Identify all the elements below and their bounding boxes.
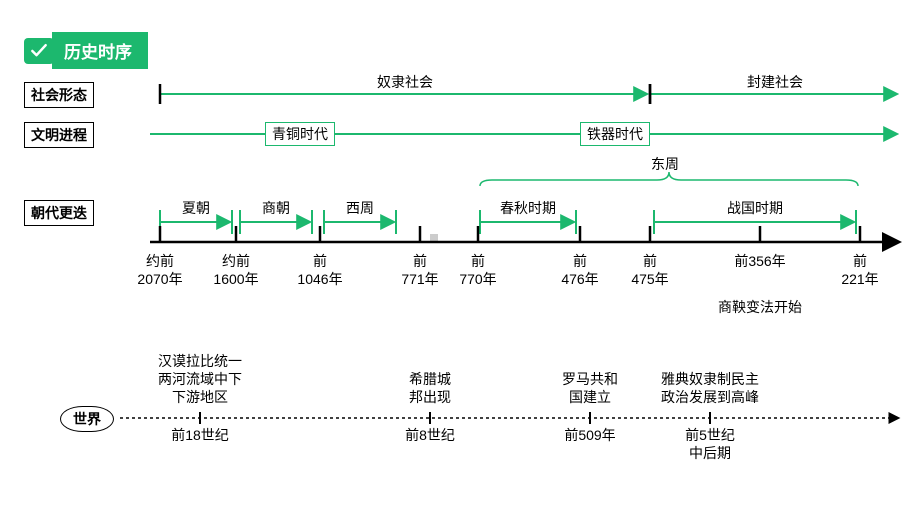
world-event-date: 前8世纪 xyxy=(405,426,455,444)
social-segment-label: 封建社会 xyxy=(747,72,803,92)
world-event-top: 罗马共和国建立 xyxy=(562,370,618,406)
row-label-social: 社会形态 xyxy=(24,82,94,108)
axis-date: 前475年 xyxy=(631,252,668,288)
world-event-top: 雅典奴隶制民主政治发展到高峰 xyxy=(661,370,759,406)
row-label-civilization: 文明进程 xyxy=(24,122,94,148)
axis-date: 前770年 xyxy=(459,252,496,288)
page-title: 历史时序 xyxy=(52,32,148,69)
title-badge: 历史时序 xyxy=(24,32,148,69)
axis-date: 前771年 xyxy=(401,252,438,288)
world-event-date: 前18世纪 xyxy=(171,426,229,444)
world-event-date: 前509年 xyxy=(564,426,615,444)
world-event-top: 希腊城邦出现 xyxy=(409,370,451,406)
axis-date: 前476年 xyxy=(561,252,598,288)
axis-date: 前1046年 xyxy=(297,252,342,288)
world-event-top: 汉谟拉比统一两河流域中下下游地区 xyxy=(158,352,242,407)
row-label-world: 世界 xyxy=(60,406,114,432)
dynasty-label: 西周 xyxy=(346,198,374,218)
axis-date: 前221年 xyxy=(841,252,878,288)
check-icon xyxy=(24,38,54,64)
axis-date: 约前1600年 xyxy=(213,252,258,288)
dynasty-label: 夏朝 xyxy=(182,198,210,218)
dynasty-label: 商朝 xyxy=(262,198,290,218)
axis-date: 约前2070年 xyxy=(137,252,182,288)
dynasty-label: 春秋时期 xyxy=(500,198,556,218)
axis-date: 前356年 xyxy=(734,252,785,270)
dynasty-label: 战国时期 xyxy=(727,198,783,218)
axis-note: 商鞅变法开始 xyxy=(718,298,802,316)
social-segment-label: 奴隶社会 xyxy=(377,72,433,92)
row-label-dynasties: 朝代更迭 xyxy=(24,200,94,226)
eastzhou-label: 东周 xyxy=(651,154,679,174)
world-event-date: 前5世纪中后期 xyxy=(685,426,735,462)
era-box: 铁器时代 xyxy=(580,122,650,146)
era-box: 青铜时代 xyxy=(265,122,335,146)
